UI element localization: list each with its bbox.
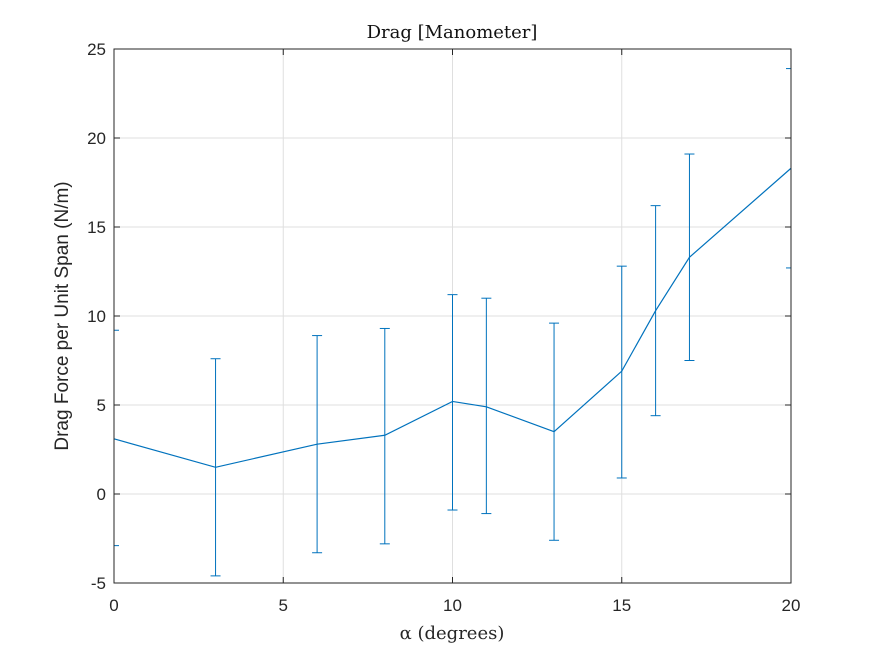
y-tick-label: 10 <box>87 307 106 326</box>
x-tick-label: 10 <box>443 596 462 615</box>
data-series <box>113 68 792 577</box>
y-tick-label: 0 <box>97 485 106 504</box>
x-tick-label: 15 <box>612 596 631 615</box>
x-axis-title: α (degrees) <box>400 623 505 644</box>
y-axis-title: Drag Force per Unit Span (N/m) <box>52 181 73 450</box>
x-tick-label: 5 <box>279 596 288 615</box>
chart-title: Drag [Manometer] <box>367 22 538 43</box>
x-tick-label: 0 <box>109 596 118 615</box>
x-tick-label: 20 <box>782 596 801 615</box>
series-line <box>113 167 792 468</box>
y-tick-label: 25 <box>87 40 106 59</box>
y-tick-label: 20 <box>87 129 106 148</box>
y-tick-label: -5 <box>91 574 106 593</box>
y-tick-label: 5 <box>97 396 106 415</box>
y-tick-label: 15 <box>87 218 106 237</box>
